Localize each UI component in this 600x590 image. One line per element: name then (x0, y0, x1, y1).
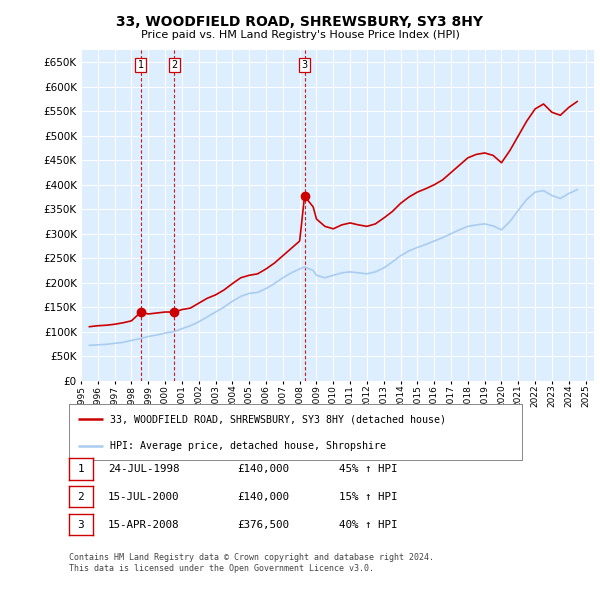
Text: £376,500: £376,500 (237, 520, 289, 529)
Text: 33, WOODFIELD ROAD, SHREWSBURY, SY3 8HY: 33, WOODFIELD ROAD, SHREWSBURY, SY3 8HY (116, 15, 484, 29)
Text: HPI: Average price, detached house, Shropshire: HPI: Average price, detached house, Shro… (110, 441, 386, 451)
Text: 3: 3 (301, 60, 308, 70)
Text: £140,000: £140,000 (237, 492, 289, 502)
Text: 1: 1 (77, 464, 85, 474)
Text: 45% ↑ HPI: 45% ↑ HPI (339, 464, 397, 474)
Text: 24-JUL-1998: 24-JUL-1998 (108, 464, 179, 474)
Text: £140,000: £140,000 (237, 464, 289, 474)
Text: Price paid vs. HM Land Registry's House Price Index (HPI): Price paid vs. HM Land Registry's House … (140, 30, 460, 40)
Text: 40% ↑ HPI: 40% ↑ HPI (339, 520, 397, 529)
Text: 2: 2 (171, 60, 178, 70)
Text: 33, WOODFIELD ROAD, SHREWSBURY, SY3 8HY (detached house): 33, WOODFIELD ROAD, SHREWSBURY, SY3 8HY … (110, 414, 446, 424)
Text: 3: 3 (77, 520, 85, 529)
Text: 15-APR-2008: 15-APR-2008 (108, 520, 179, 529)
Text: 2: 2 (77, 492, 85, 502)
Text: 15% ↑ HPI: 15% ↑ HPI (339, 492, 397, 502)
Text: 15-JUL-2000: 15-JUL-2000 (108, 492, 179, 502)
Text: Contains HM Land Registry data © Crown copyright and database right 2024.: Contains HM Land Registry data © Crown c… (69, 553, 434, 562)
Text: 1: 1 (138, 60, 144, 70)
Text: This data is licensed under the Open Government Licence v3.0.: This data is licensed under the Open Gov… (69, 565, 374, 573)
